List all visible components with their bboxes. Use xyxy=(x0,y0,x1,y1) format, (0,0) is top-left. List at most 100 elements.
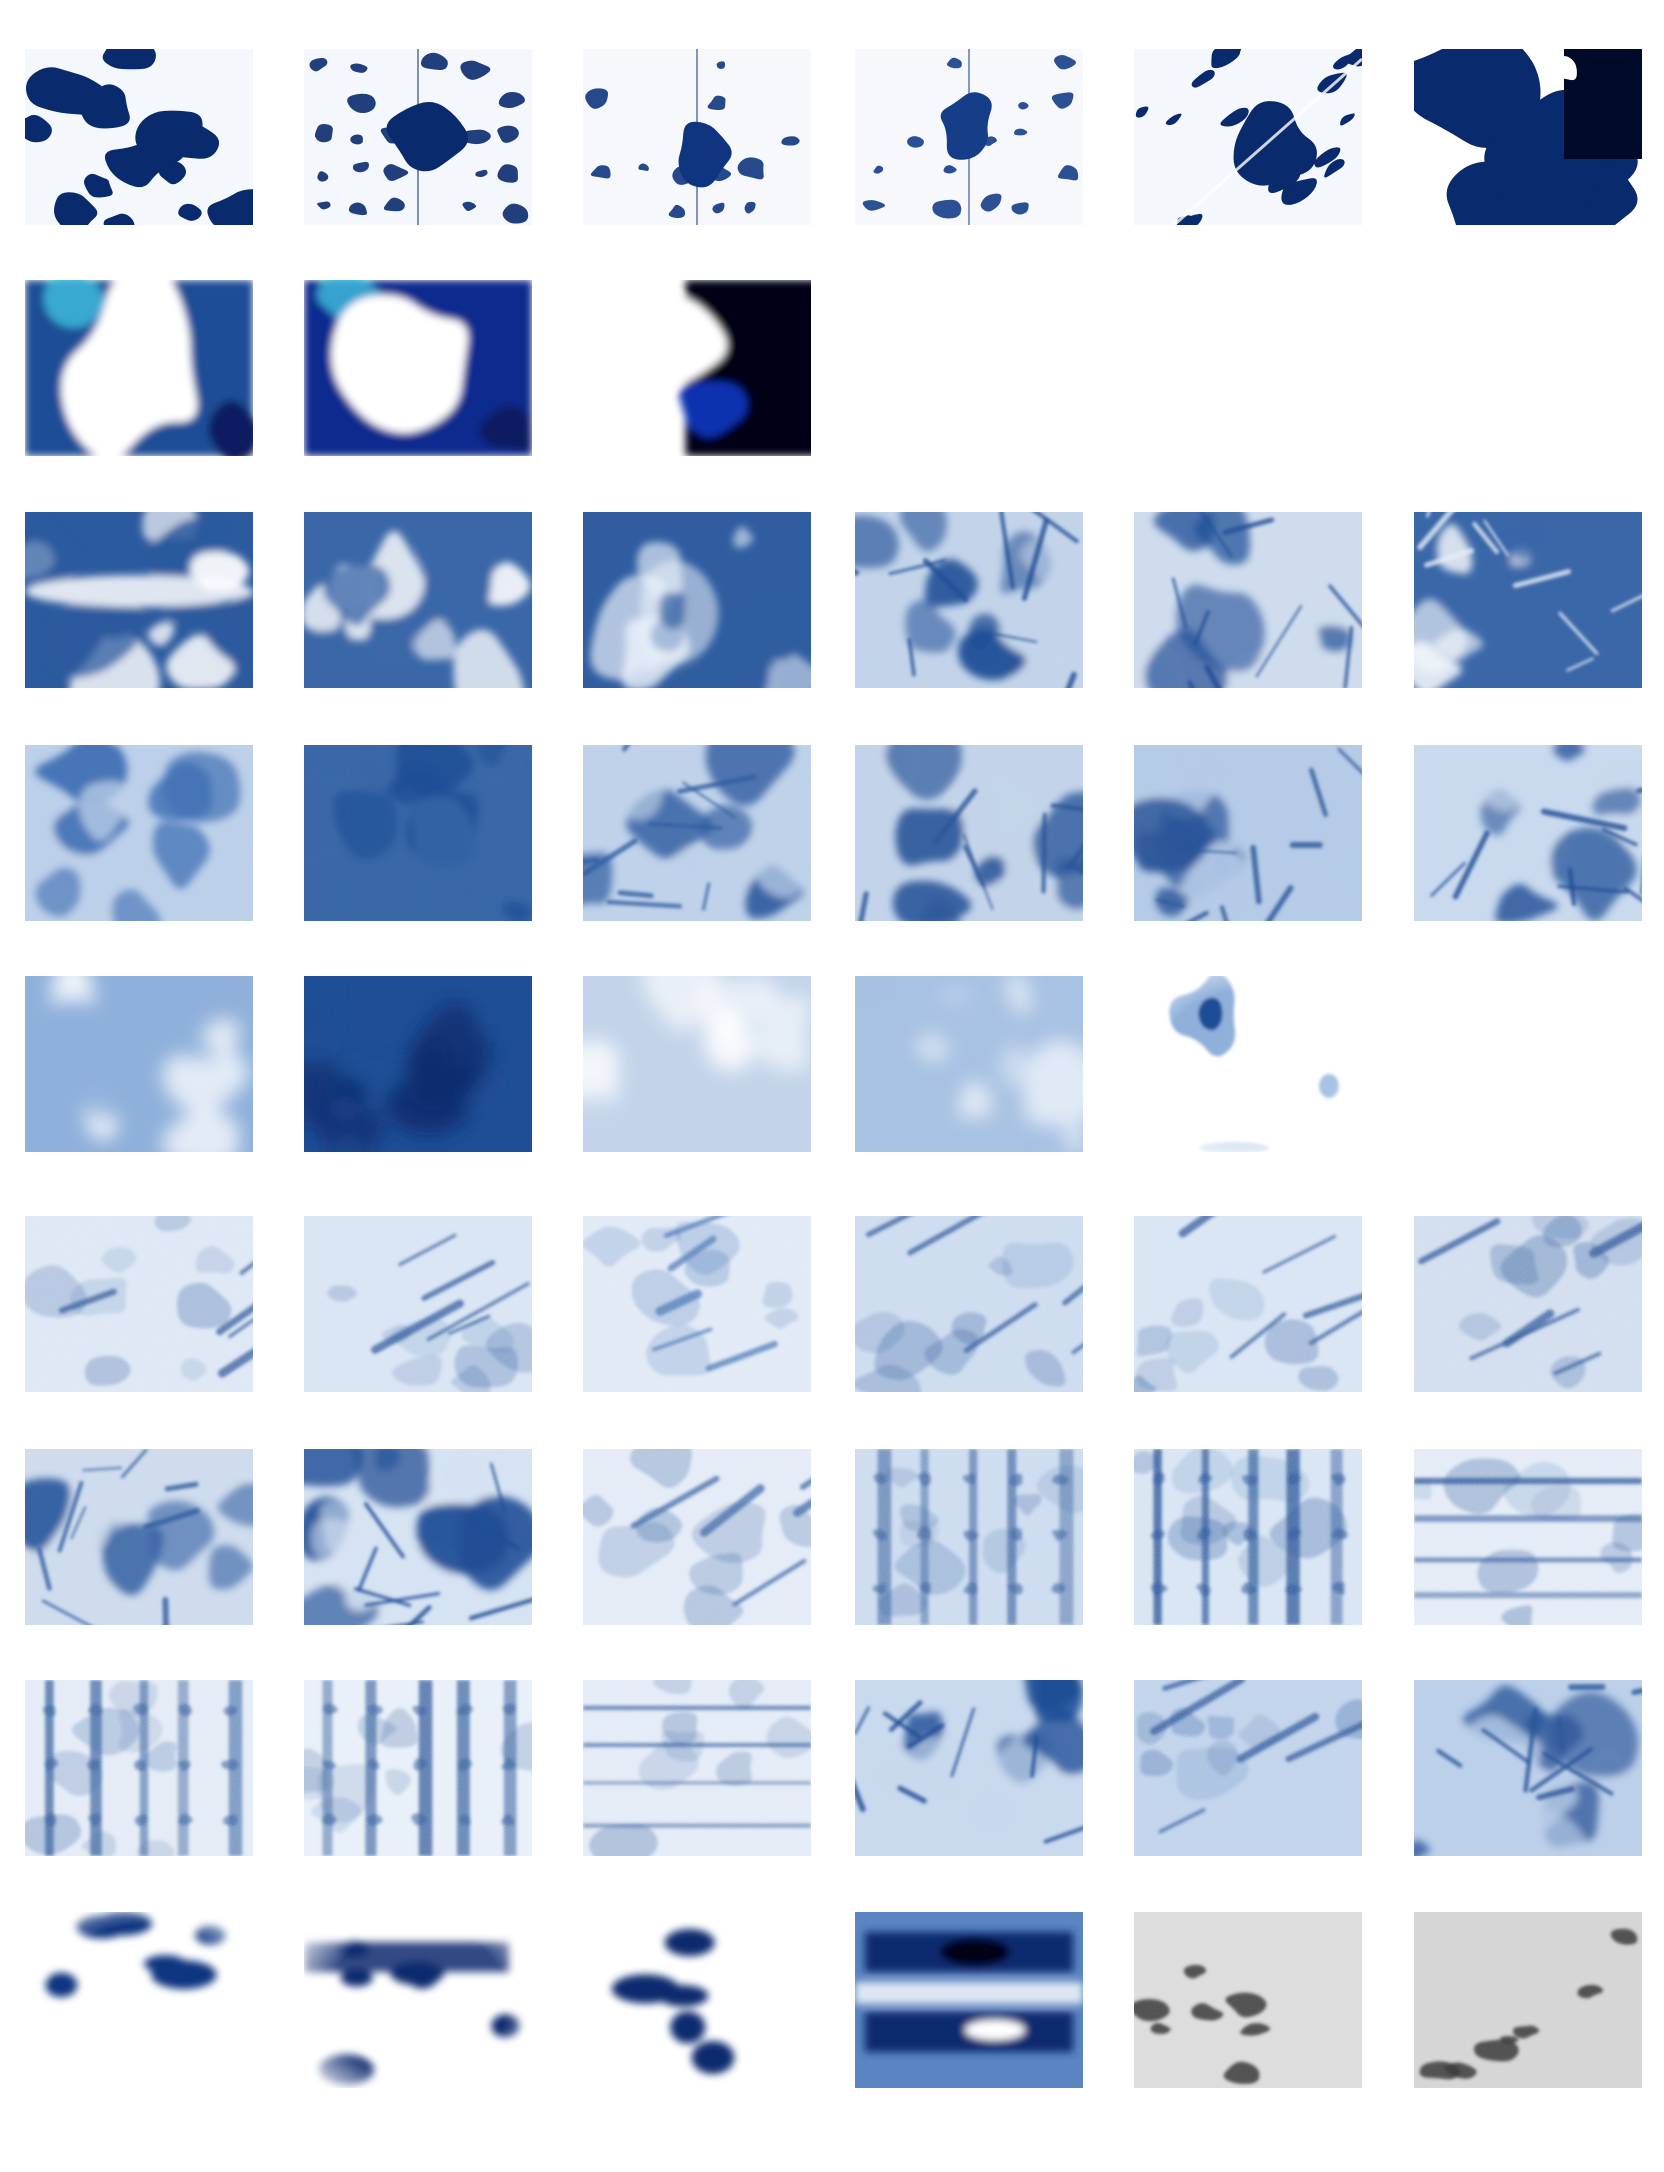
texture-swatch xyxy=(855,1216,1083,1392)
texture-swatch xyxy=(855,976,1083,1152)
swatch-row-7 xyxy=(0,1449,1664,1625)
texture-swatch-image xyxy=(25,1680,253,1856)
texture-swatch xyxy=(25,1680,253,1856)
texture-swatch-image xyxy=(1414,512,1642,688)
texture-swatch-image xyxy=(25,745,253,921)
texture-swatch-image xyxy=(25,280,253,456)
texture-swatch xyxy=(1134,49,1362,225)
texture-swatch-image xyxy=(1414,1680,1642,1856)
texture-swatch xyxy=(25,1912,253,2088)
texture-swatch xyxy=(1414,1912,1642,2088)
texture-swatch-image xyxy=(1134,1449,1362,1625)
texture-swatch xyxy=(1414,1449,1642,1625)
texture-swatch xyxy=(25,1449,253,1625)
texture-swatch xyxy=(583,745,811,921)
texture-swatch-image xyxy=(855,49,1083,225)
texture-swatch xyxy=(1414,1680,1642,1856)
texture-swatch xyxy=(855,1912,1083,2088)
texture-swatch xyxy=(25,280,253,456)
texture-swatch xyxy=(855,1680,1083,1856)
texture-swatch-image xyxy=(1414,745,1642,921)
texture-swatch xyxy=(1414,1216,1642,1392)
texture-swatch-image xyxy=(1134,1216,1362,1392)
swatch-row-9 xyxy=(0,1912,1664,2088)
swatch-row-3 xyxy=(0,512,1664,688)
texture-swatch-image xyxy=(583,512,811,688)
texture-swatch xyxy=(1134,1216,1362,1392)
texture-swatch xyxy=(25,745,253,921)
texture-swatch xyxy=(1134,1680,1362,1856)
texture-swatch xyxy=(25,1216,253,1392)
texture-swatch xyxy=(25,512,253,688)
texture-swatch-image xyxy=(583,1680,811,1856)
texture-swatch-image xyxy=(25,49,253,225)
texture-swatch xyxy=(855,1449,1083,1625)
texture-swatch-image xyxy=(304,512,532,688)
texture-swatch xyxy=(1134,1912,1362,2088)
texture-swatch-image xyxy=(855,1680,1083,1856)
texture-swatch-image xyxy=(855,745,1083,921)
texture-swatch xyxy=(1134,512,1362,688)
texture-swatch xyxy=(583,1449,811,1625)
texture-swatch xyxy=(304,49,532,225)
texture-swatch-image xyxy=(583,745,811,921)
texture-swatch-image xyxy=(304,745,532,921)
texture-swatch-image xyxy=(855,1449,1083,1625)
texture-swatch xyxy=(583,512,811,688)
texture-swatch xyxy=(1414,745,1642,921)
texture-swatch xyxy=(25,49,253,225)
texture-swatch xyxy=(304,976,532,1152)
texture-swatch xyxy=(304,512,532,688)
texture-swatch-image xyxy=(1414,1449,1642,1625)
texture-swatch-image xyxy=(25,512,253,688)
texture-swatch-image xyxy=(1134,976,1362,1152)
swatch-row-4 xyxy=(0,745,1664,921)
texture-swatch xyxy=(1414,512,1642,688)
texture-swatch-image xyxy=(304,1680,532,1856)
texture-swatch xyxy=(1134,1449,1362,1625)
texture-swatch-image xyxy=(304,280,532,456)
texture-swatch-image xyxy=(583,1912,811,2088)
texture-swatch-image xyxy=(855,1912,1083,2088)
texture-swatch-image xyxy=(1134,1912,1362,2088)
texture-swatch-image xyxy=(855,512,1083,688)
texture-swatch-image xyxy=(1134,1680,1362,1856)
texture-swatch-image xyxy=(1134,49,1362,225)
texture-swatch-image xyxy=(583,1449,811,1625)
texture-swatch-image xyxy=(1414,49,1642,225)
texture-swatch xyxy=(583,280,811,456)
texture-swatch xyxy=(583,1680,811,1856)
texture-swatch-image xyxy=(1134,512,1362,688)
texture-swatch-image xyxy=(1414,1216,1642,1392)
texture-swatch-image xyxy=(25,1912,253,2088)
texture-swatch-image xyxy=(304,1912,532,2088)
texture-swatch xyxy=(304,1216,532,1392)
texture-swatch xyxy=(304,280,532,456)
texture-swatch xyxy=(1414,49,1642,225)
texture-swatch xyxy=(304,1912,532,2088)
swatch-row-5 xyxy=(0,976,1664,1152)
texture-swatch-image xyxy=(304,976,532,1152)
texture-swatch-image xyxy=(1414,1912,1642,2088)
texture-swatch xyxy=(304,1449,532,1625)
swatch-row-6 xyxy=(0,1216,1664,1392)
texture-swatch xyxy=(583,1216,811,1392)
texture-swatch-image xyxy=(855,976,1083,1152)
texture-swatch-image xyxy=(583,1216,811,1392)
texture-swatch-image xyxy=(855,1216,1083,1392)
texture-swatch-image xyxy=(25,1449,253,1625)
texture-swatch-image xyxy=(25,1216,253,1392)
texture-swatch xyxy=(583,1912,811,2088)
texture-swatch-image xyxy=(583,280,811,456)
texture-swatch-image xyxy=(304,49,532,225)
texture-swatch xyxy=(855,49,1083,225)
swatch-row-1 xyxy=(0,49,1664,225)
swatch-row-2 xyxy=(0,280,1664,456)
texture-swatch xyxy=(1134,976,1362,1152)
texture-swatch-image xyxy=(25,976,253,1152)
texture-swatch xyxy=(855,745,1083,921)
texture-swatch xyxy=(855,512,1083,688)
texture-swatch xyxy=(304,1680,532,1856)
texture-swatch xyxy=(1134,745,1362,921)
